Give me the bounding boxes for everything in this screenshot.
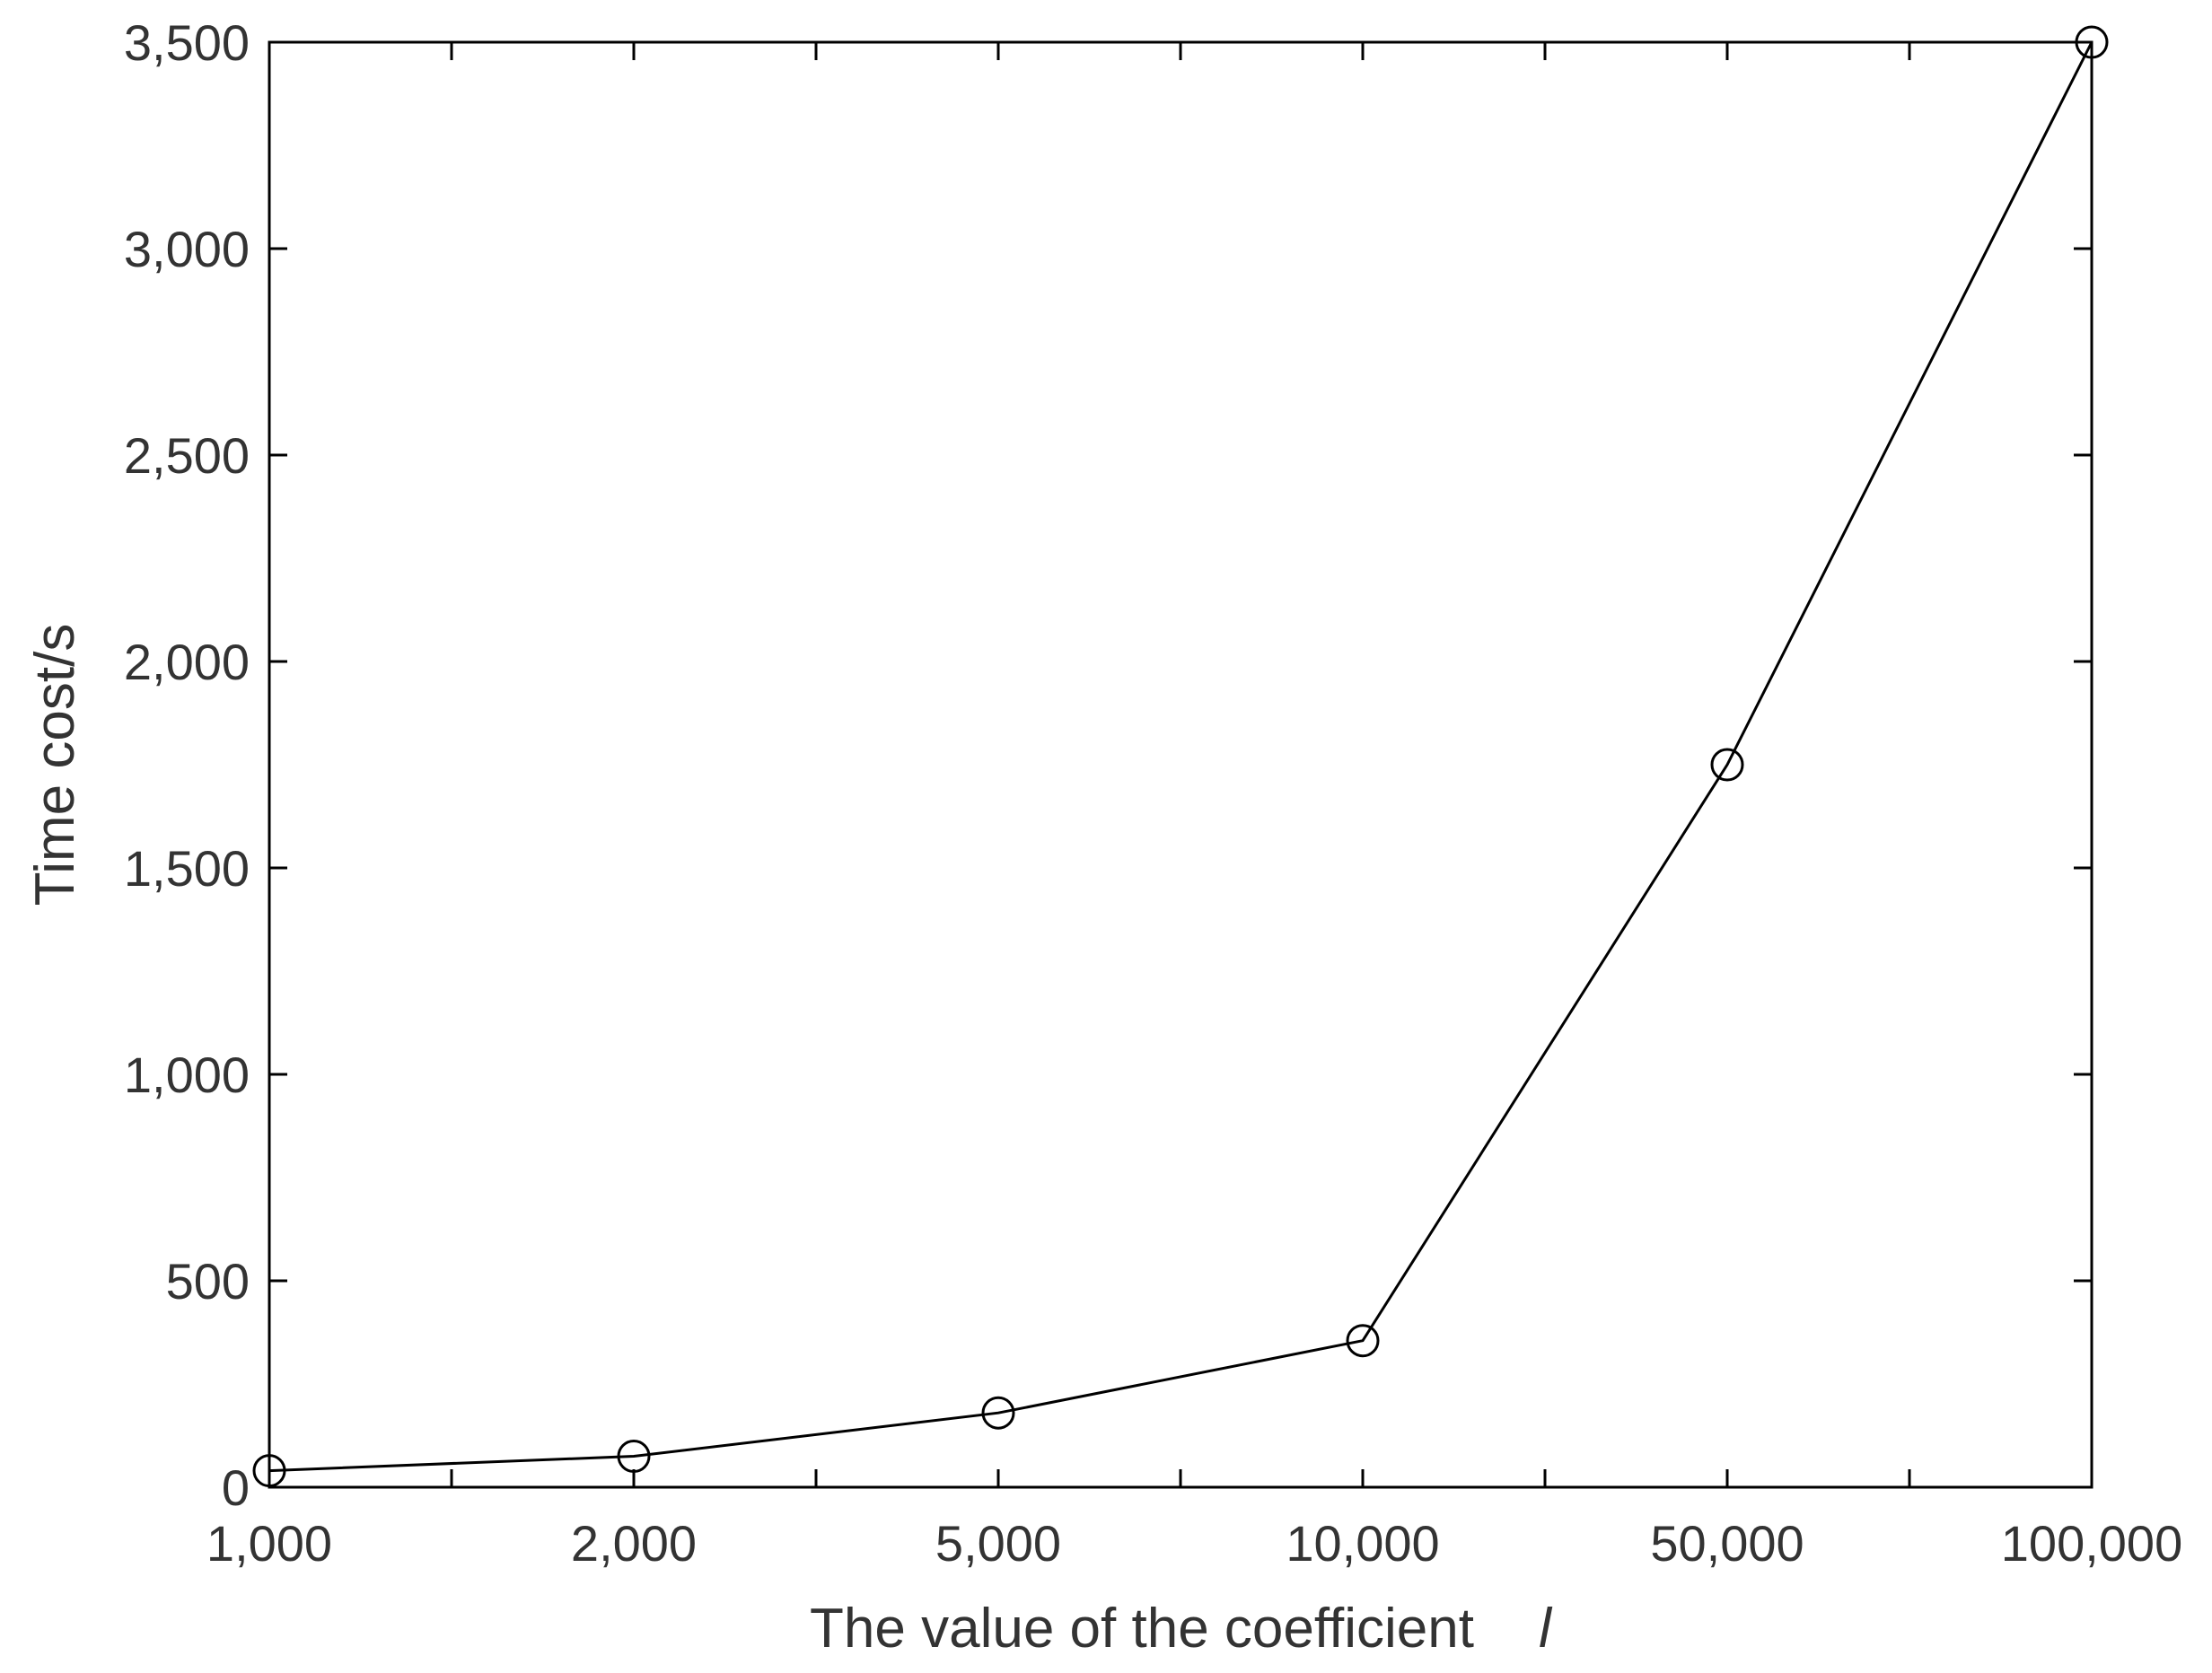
y-tick-label: 1,000 — [124, 1047, 250, 1103]
y-tick-label: 3,500 — [124, 14, 250, 71]
x-tick-labels: 1,000 2,000 5,000 10,000 50,000 100,000 — [206, 1515, 2182, 1572]
y-tick-label: 3,000 — [124, 221, 250, 277]
data-point — [617, 1440, 651, 1473]
y-tick-label: 0 — [222, 1459, 250, 1516]
y-tick-label: 2,500 — [124, 427, 250, 484]
x-tick-label: 10,000 — [1286, 1515, 1439, 1572]
x-tick-label: 2,000 — [571, 1515, 697, 1572]
data-point — [1710, 748, 1744, 782]
x-axis-label-text: The value of the coefficient — [810, 1598, 1474, 1660]
y-tick-labels: 0 500 1,000 1,500 2,000 2,500 3,000 3,500 — [124, 14, 250, 1516]
x-axis-label-symbol: l — [1539, 1598, 1553, 1660]
data-point — [252, 1454, 286, 1488]
data-point — [981, 1396, 1015, 1430]
y-tick-label: 2,000 — [124, 634, 250, 690]
data-point — [2075, 25, 2109, 59]
y-tick-label: 1,500 — [124, 840, 250, 897]
series — [252, 25, 2109, 1488]
y-axis-label: Time cost/s — [24, 624, 86, 907]
x-tick-label: 5,000 — [935, 1515, 1061, 1572]
x-tick-label: 100,000 — [2001, 1515, 2182, 1572]
y-tick-label: 500 — [166, 1253, 250, 1309]
plot-area — [268, 40, 2094, 1489]
x-tick-label: 50,000 — [1650, 1515, 1804, 1572]
data-point — [1346, 1324, 1380, 1358]
series-line — [268, 41, 2094, 1473]
x-tick-label: 1,000 — [206, 1515, 332, 1572]
x-axis-label: The value of the coefficient l — [810, 1598, 1553, 1660]
